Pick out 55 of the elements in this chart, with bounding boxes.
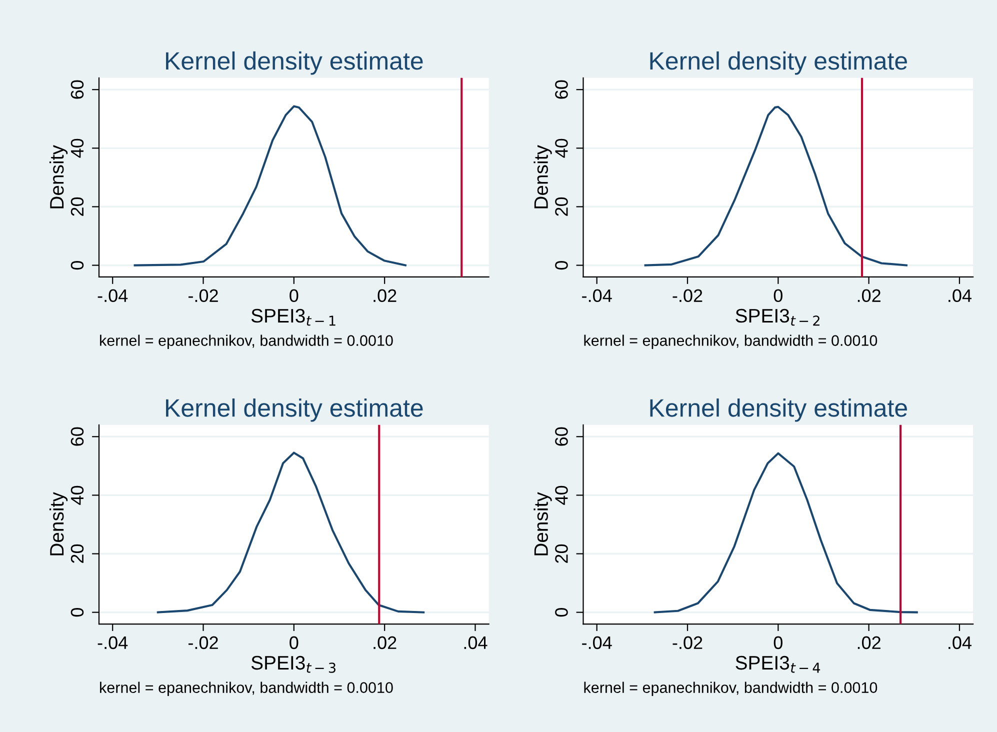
- x-tick-label: .04: [948, 636, 972, 650]
- line-series: [134, 105, 406, 266]
- x-tick-label: .04: [948, 289, 972, 302]
- x-tick-label: 0: [774, 289, 782, 302]
- x-axis-title: SPEI3$_{t−1}$: [251, 308, 336, 326]
- y-axis-title: Density: [534, 492, 552, 556]
- line-series: [654, 452, 918, 614]
- x-tick-label: -.04: [98, 289, 128, 302]
- chart-title: Kernel density estimate: [166, 398, 423, 422]
- y-tick-label: 0: [555, 260, 568, 270]
- y-axis-title: Density: [49, 145, 68, 208]
- text: kernel = epanechnikov, bandwidth = 0.0010: [100, 334, 393, 349]
- x-tick-label: -.02: [188, 289, 218, 302]
- y-tick-label: 20: [70, 544, 84, 563]
- y-tick-label: 0: [70, 608, 84, 617]
- x-tick-label: -.04: [582, 289, 612, 302]
- x-tick-label: .02: [374, 289, 396, 302]
- y-tick-label: 60: [70, 427, 84, 446]
- chart-title: Kernel density estimate: [650, 51, 907, 75]
- chart-title: Kernel density estimate: [166, 51, 423, 75]
- y-tick-label: 40: [70, 138, 84, 158]
- y-tick-label: 0: [70, 260, 84, 270]
- x-tick-label: -.02: [672, 636, 702, 650]
- x-tick-label: .02: [374, 636, 396, 650]
- y-tick-label: 60: [555, 427, 568, 446]
- x-tick-label: 0: [290, 289, 298, 302]
- line-series: [156, 452, 425, 614]
- text: kernel = epanechnikov, bandwidth = 0.0010: [584, 334, 878, 349]
- y-tick-label: 60: [555, 80, 568, 99]
- chart-title: Kernel density estimate: [650, 398, 907, 422]
- text: kernel = epanechnikov, bandwidth = 0.0010: [584, 682, 878, 696]
- x-tick-label: -.02: [672, 289, 702, 302]
- y-axis-title: Density: [49, 492, 68, 556]
- x-axis-title: SPEI3$_{t−3}$: [251, 656, 336, 673]
- x-axis-title: SPEI3$_{t−4}$: [736, 656, 820, 673]
- y-axis-title: Density: [534, 145, 552, 208]
- x-tick-label: .04: [464, 636, 488, 650]
- y-tick-label: 20: [555, 544, 568, 563]
- x-tick-label: 0: [774, 636, 782, 650]
- x-axis-title: SPEI3$_{t−2}$: [736, 308, 820, 326]
- x-tick-label: -.02: [188, 636, 218, 650]
- y-tick-label: 20: [555, 197, 568, 216]
- x-tick-label: .02: [858, 636, 880, 650]
- x-tick-label: -.04: [98, 636, 128, 650]
- x-tick-label: -.04: [582, 636, 612, 650]
- y-tick-label: 40: [555, 138, 568, 158]
- y-tick-label: 60: [70, 80, 84, 99]
- y-tick-label: 40: [70, 486, 84, 505]
- y-tick-label: 0: [555, 608, 568, 617]
- x-tick-label: 0: [290, 636, 298, 650]
- x-tick-label: .02: [858, 289, 880, 302]
- text: kernel = epanechnikov, bandwidth = 0.0010: [100, 682, 393, 696]
- line-series: [644, 106, 908, 266]
- y-tick-label: 40: [555, 486, 568, 505]
- y-tick-label: 20: [70, 197, 84, 216]
